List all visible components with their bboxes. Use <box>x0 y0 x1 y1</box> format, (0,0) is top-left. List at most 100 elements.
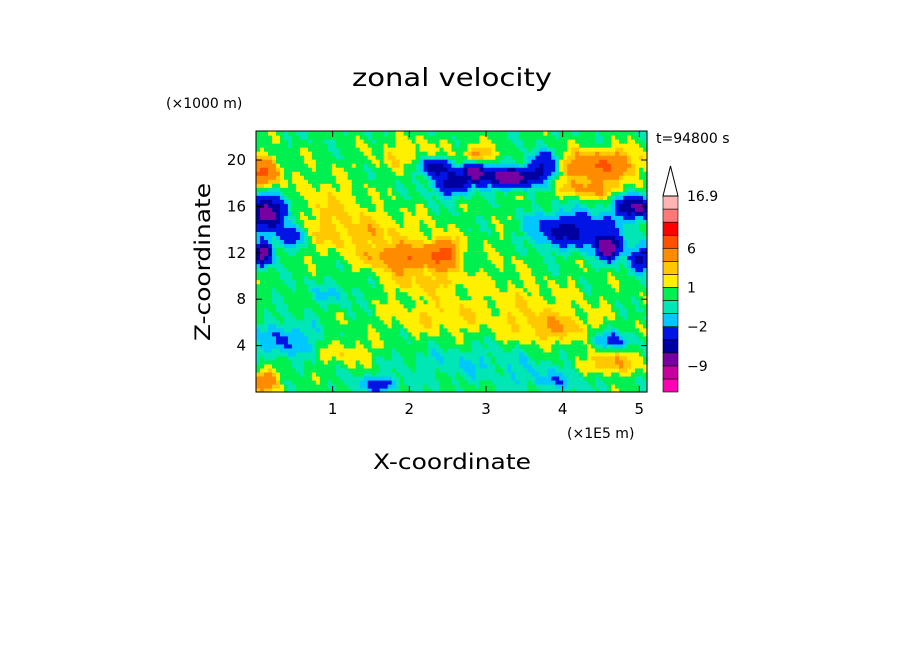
heatmap-cell <box>511 331 516 337</box>
heatmap-cell <box>527 387 532 393</box>
heatmap-cell <box>383 339 389 345</box>
heatmap-cell <box>627 367 632 373</box>
heatmap-cell <box>299 235 305 241</box>
heatmap-cell <box>615 195 620 200</box>
heatmap-cell <box>291 247 297 253</box>
heatmap-cell <box>571 203 576 208</box>
heatmap-cell <box>423 387 429 393</box>
heatmap-cell <box>259 351 265 357</box>
heatmap-cell <box>295 323 301 329</box>
heatmap-cell <box>351 315 357 321</box>
heatmap-cell <box>491 267 496 273</box>
heatmap-cell <box>567 279 572 285</box>
heatmap-cell <box>371 339 377 345</box>
heatmap-cell <box>555 251 560 257</box>
heatmap-cell <box>487 379 492 385</box>
heatmap-cell <box>323 191 329 196</box>
heatmap-cell <box>515 315 520 321</box>
heatmap-cell <box>507 239 512 245</box>
heatmap-cell <box>483 231 489 236</box>
heatmap-cell <box>275 351 281 357</box>
heatmap-cell <box>323 351 329 357</box>
heatmap-cell <box>607 379 612 385</box>
heatmap-cell <box>559 355 564 361</box>
heatmap-cell <box>383 351 389 357</box>
heatmap-cell <box>471 351 477 357</box>
heatmap-cell <box>256 291 261 297</box>
heatmap-cell <box>427 371 433 377</box>
heatmap-cell <box>627 339 632 345</box>
heatmap-cell <box>303 219 309 224</box>
heatmap-cell <box>439 347 445 353</box>
heatmap-cell <box>279 315 285 321</box>
heatmap-cell <box>539 343 544 349</box>
heatmap-cell <box>639 211 644 216</box>
heatmap-cell <box>599 227 604 232</box>
heatmap-cell <box>603 387 608 393</box>
heatmap-cell <box>415 215 421 220</box>
heatmap-cell <box>419 323 425 329</box>
heatmap-cell <box>603 375 608 381</box>
heatmap-cell <box>639 239 644 245</box>
heatmap-cell <box>539 215 544 220</box>
heatmap-cell <box>299 291 305 297</box>
heatmap-cell <box>463 323 469 329</box>
heatmap-cell <box>343 251 349 257</box>
heatmap-cell <box>583 359 588 365</box>
heatmap-cell <box>479 359 485 365</box>
heatmap-cell <box>427 315 433 321</box>
heatmap-cell <box>399 219 405 224</box>
heatmap-cell <box>519 387 524 393</box>
heatmap-cell <box>335 207 341 212</box>
heatmap-cell <box>479 319 485 325</box>
heatmap-cell <box>523 215 528 220</box>
heatmap-cell <box>459 243 465 249</box>
heatmap-cell <box>259 339 265 345</box>
heatmap-cell <box>327 271 333 277</box>
heatmap-cell <box>603 231 608 236</box>
heatmap-cell <box>491 191 496 196</box>
heatmap-cell <box>395 251 401 257</box>
heatmap-cell <box>459 247 465 253</box>
heatmap-cell <box>427 335 433 341</box>
heatmap-cell <box>583 335 588 341</box>
heatmap-cell <box>399 351 405 357</box>
heatmap-cell <box>595 235 600 241</box>
heatmap-cell <box>359 227 365 232</box>
heatmap-cell <box>323 275 329 281</box>
heatmap-cell <box>511 271 516 277</box>
heatmap-cell <box>495 371 500 377</box>
heatmap-cell <box>431 311 437 317</box>
heatmap-cell <box>631 211 636 216</box>
heatmap-cell <box>256 375 261 381</box>
heatmap-cell <box>435 383 441 389</box>
heatmap-cell <box>591 255 596 261</box>
heatmap-cell <box>487 343 492 349</box>
heatmap-cell <box>539 271 544 277</box>
heatmap-cell <box>391 263 397 269</box>
heatmap-cell <box>591 303 596 309</box>
heatmap-cell <box>303 375 309 381</box>
heatmap-cell <box>271 279 277 285</box>
heatmap-cell <box>643 243 648 249</box>
heatmap-cell <box>499 331 504 337</box>
heatmap-cell <box>347 263 353 269</box>
heatmap-cell <box>455 387 461 393</box>
heatmap-cell <box>531 211 536 216</box>
heatmap-cell <box>495 343 500 349</box>
heatmap-cell <box>479 387 485 393</box>
heatmap-cell <box>487 199 492 204</box>
heatmap-cell <box>411 207 417 212</box>
heatmap-cell <box>463 223 469 228</box>
heatmap-cell <box>571 239 576 245</box>
heatmap-cell <box>283 215 289 220</box>
heatmap-cell <box>323 251 329 257</box>
heatmap-cell <box>603 199 608 204</box>
heatmap-cell <box>451 335 457 341</box>
heatmap-cell <box>611 255 616 261</box>
heatmap-cell <box>615 307 620 313</box>
heatmap-cell <box>475 359 481 365</box>
heatmap-cell <box>615 367 620 373</box>
heatmap-cell <box>627 311 632 317</box>
heatmap-cell <box>583 195 588 200</box>
